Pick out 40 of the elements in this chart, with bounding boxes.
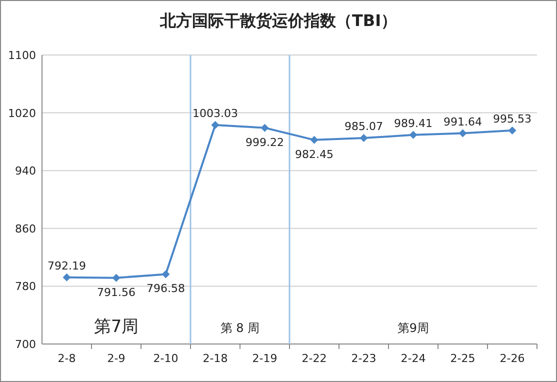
chart-title: 北方国际干散货运价指数（TBI） xyxy=(158,11,398,30)
y-tick-label: 700 xyxy=(15,338,36,351)
annotation: 第 8 周 xyxy=(220,321,260,335)
y-tick-label: 780 xyxy=(15,280,36,294)
x-tick-label: 2-9 xyxy=(107,352,126,365)
data-label: 982.45 xyxy=(295,148,334,161)
point xyxy=(162,270,170,278)
x-tick-label: 2-25 xyxy=(450,352,476,365)
point xyxy=(310,136,318,144)
data-label: 985.07 xyxy=(344,120,383,134)
point xyxy=(112,274,120,282)
x-tick-label: 2-8 xyxy=(58,352,76,365)
data-label: 796.58 xyxy=(146,282,185,296)
y-tick-label: 860 xyxy=(15,222,36,236)
y-tick-label: 1100 xyxy=(8,49,36,62)
data-label: 791.56 xyxy=(97,286,136,299)
data-label: 991.64 xyxy=(444,115,482,128)
data-label: 1003.03 xyxy=(192,107,238,120)
point xyxy=(62,273,71,282)
y-tick-label: 940 xyxy=(15,164,36,178)
point xyxy=(360,134,368,142)
x-tick-label: 2-23 xyxy=(351,352,376,365)
data-label: 995.53 xyxy=(493,112,532,126)
annotation: 第9周 xyxy=(397,321,430,335)
data-label: 989.41 xyxy=(394,116,432,130)
point xyxy=(260,124,269,132)
x-tick-label: 2-22 xyxy=(302,352,327,365)
y-tick-label: 1020 xyxy=(8,106,36,120)
x-tick-label: 2-19 xyxy=(252,352,278,365)
x-tick-label: 2-24 xyxy=(400,352,426,365)
point xyxy=(409,130,418,139)
point xyxy=(458,129,467,138)
point xyxy=(508,126,516,134)
x-tick-label: 2-26 xyxy=(500,352,525,365)
annotation: 第7周 xyxy=(94,317,139,337)
x-tick-label: 2-18 xyxy=(202,352,228,365)
data-label: 792.19 xyxy=(48,259,86,272)
data-label: 999.22 xyxy=(246,136,284,149)
point xyxy=(211,121,220,130)
x-tick-label: 2-10 xyxy=(153,352,178,365)
